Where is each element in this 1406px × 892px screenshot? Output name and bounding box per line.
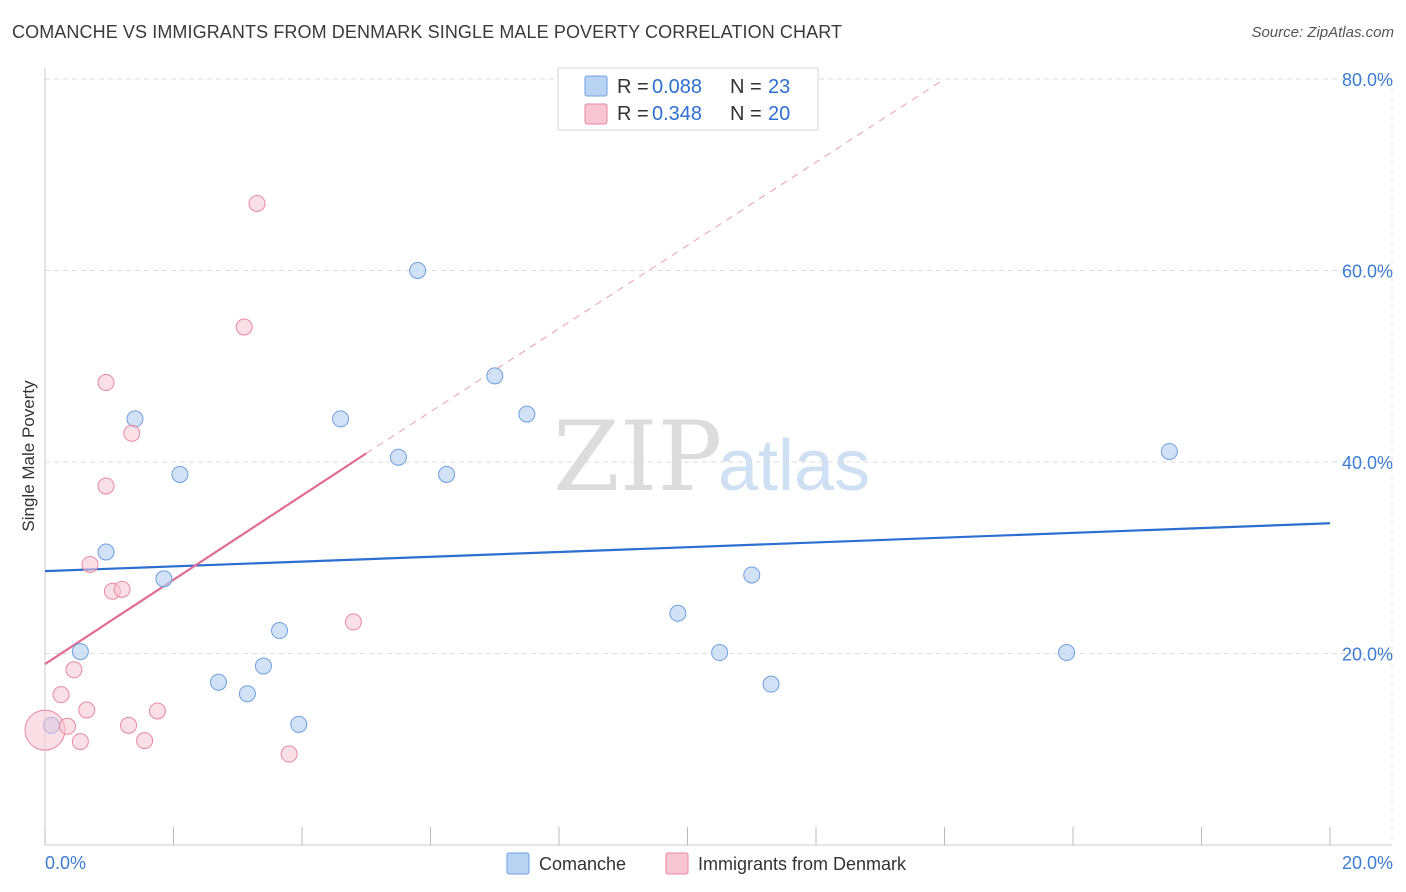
point-denmark-17 — [280, 745, 298, 763]
point-denmark-5 — [78, 701, 96, 719]
point-comanche-3 — [126, 410, 144, 428]
point-comanche-10 — [290, 715, 308, 733]
series-legend-swatch-comanche — [506, 852, 530, 875]
point-denmark-11 — [120, 716, 138, 734]
point-denmark-0 — [24, 709, 66, 751]
point-denmark-3 — [65, 661, 83, 679]
point-comanche-12 — [389, 448, 407, 466]
legend-r-label-2: R = — [617, 103, 649, 125]
point-comanche-1 — [71, 643, 89, 661]
point-comanche-15 — [486, 367, 504, 385]
axis-labels: 20.0% 40.0% 60.0% 80.0% 0.0% 20.0% — [45, 70, 1393, 873]
legend-n-value-2: 20 — [768, 103, 790, 125]
series-legend-swatch-denmark — [665, 852, 689, 875]
point-denmark-15 — [235, 318, 253, 336]
point-comanche-13 — [409, 262, 427, 279]
point-comanche-5 — [171, 465, 189, 483]
point-comanche-9 — [271, 622, 289, 640]
point-comanche-11 — [332, 410, 350, 428]
point-comanche-17 — [669, 604, 687, 622]
point-comanche-14 — [438, 465, 456, 483]
legend-r-value-2: 0.348 — [652, 103, 702, 125]
point-denmark-14 — [148, 702, 166, 720]
y-tick-label-40: 40.0% — [1342, 453, 1393, 473]
point-comanche-6 — [209, 673, 227, 691]
watermark-zip: ZIP — [553, 401, 722, 513]
point-comanche-4 — [155, 570, 173, 588]
point-comanche-18 — [711, 644, 729, 662]
series-legend: Comanche Immigrants from Denmark — [506, 852, 907, 875]
legend-swatch-comanche — [584, 75, 608, 97]
point-denmark-2 — [58, 717, 76, 735]
y-tick-label-60: 60.0% — [1342, 262, 1393, 282]
point-denmark-1 — [52, 686, 70, 704]
point-denmark-16 — [248, 194, 266, 212]
legend-n-label-2: N = — [730, 103, 762, 125]
y-tick-label-80: 80.0% — [1342, 70, 1393, 90]
correlation-legend: R = 0.088 N = 23 R = 0.348 N = 20 — [557, 67, 819, 131]
legend-swatch-denmark — [584, 103, 608, 125]
trend-line-denmark — [44, 452, 367, 665]
series-legend-comanche: Comanche — [539, 854, 626, 874]
point-denmark-7 — [97, 477, 115, 495]
point-comanche-16 — [518, 405, 536, 423]
x-tick-label-min: 0.0% — [45, 853, 86, 873]
y-axis-title: Single Male Poverty — [19, 380, 38, 532]
chart-title: COMANCHE VS IMMIGRANTS FROM DENMARK SING… — [12, 22, 843, 42]
legend-n-label-1: N = — [730, 76, 762, 98]
point-denmark-6 — [81, 555, 99, 573]
point-comanche-8 — [254, 657, 272, 675]
point-comanche-2 — [97, 543, 115, 561]
trend-line-denmark-extension — [365, 78, 945, 454]
trend-lines — [44, 78, 1331, 665]
point-comanche-7 — [238, 685, 256, 703]
point-comanche-19 — [743, 566, 761, 584]
point-comanche-22 — [1160, 442, 1178, 460]
watermark: ZIP atlas — [553, 401, 870, 513]
watermark-atlas: atlas — [718, 426, 870, 506]
point-denmark-4 — [71, 733, 89, 751]
data-points — [24, 194, 1178, 763]
point-comanche-20 — [762, 675, 780, 693]
point-denmark-18 — [344, 613, 362, 631]
trend-line-comanche — [44, 522, 1331, 573]
point-denmark-10 — [113, 580, 131, 598]
legend-r-value-1: 0.088 — [652, 76, 702, 98]
point-comanche-21 — [1058, 644, 1076, 662]
legend-r-label-1: R = — [617, 76, 649, 98]
x-tick-label-max: 20.0% — [1342, 853, 1393, 873]
series-legend-denmark: Immigrants from Denmark — [698, 854, 907, 874]
y-tick-label-20: 20.0% — [1342, 645, 1393, 665]
gridlines — [45, 78, 1392, 654]
point-denmark-12 — [123, 424, 141, 442]
legend-n-value-1: 23 — [768, 76, 790, 98]
point-denmark-8 — [97, 374, 115, 392]
source-credit: Source: ZipAtlas.com — [1251, 24, 1394, 41]
point-denmark-13 — [136, 732, 154, 750]
